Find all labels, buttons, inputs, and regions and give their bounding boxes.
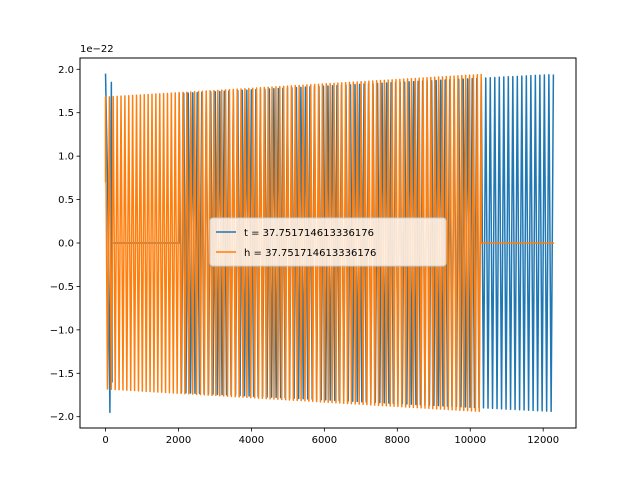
x-tick-label: 10000 (454, 435, 486, 446)
y-tick-label: −1.0 (50, 325, 74, 336)
x-tick-label: 8000 (385, 435, 410, 446)
y-offset-label: 1e−22 (80, 44, 114, 55)
x-tick-label: 6000 (312, 435, 337, 446)
x-tick-label: 2000 (166, 435, 191, 446)
x-tick-label: 0 (102, 435, 108, 446)
legend-box (209, 217, 447, 267)
y-axis: −2.0 −1.5 −1.0 −0.5 0.0 0.5 1.0 1.5 2.0 (50, 65, 80, 423)
x-tick-label: 12000 (527, 435, 559, 446)
y-tick-label: 2.0 (58, 65, 74, 76)
legend-label-0: t = 37.751714613336176 (244, 228, 374, 239)
x-axis: 0 2000 4000 6000 8000 10000 12000 (102, 428, 559, 446)
x-tick-label: 4000 (239, 435, 264, 446)
y-tick-label: 0.5 (58, 195, 74, 206)
y-tick-label: 0.0 (58, 239, 74, 250)
y-tick-label: 1.5 (58, 108, 74, 119)
y-tick-label: −1.5 (50, 369, 74, 380)
legend: t = 37.751714613336176 h = 37.75171461333… (209, 217, 447, 267)
y-tick-label: 1.0 (58, 152, 74, 163)
y-tick-label: −2.0 (50, 412, 74, 423)
y-tick-label: −0.5 (50, 282, 74, 293)
legend-label-1: h = 37.751714613336176 (244, 248, 376, 259)
